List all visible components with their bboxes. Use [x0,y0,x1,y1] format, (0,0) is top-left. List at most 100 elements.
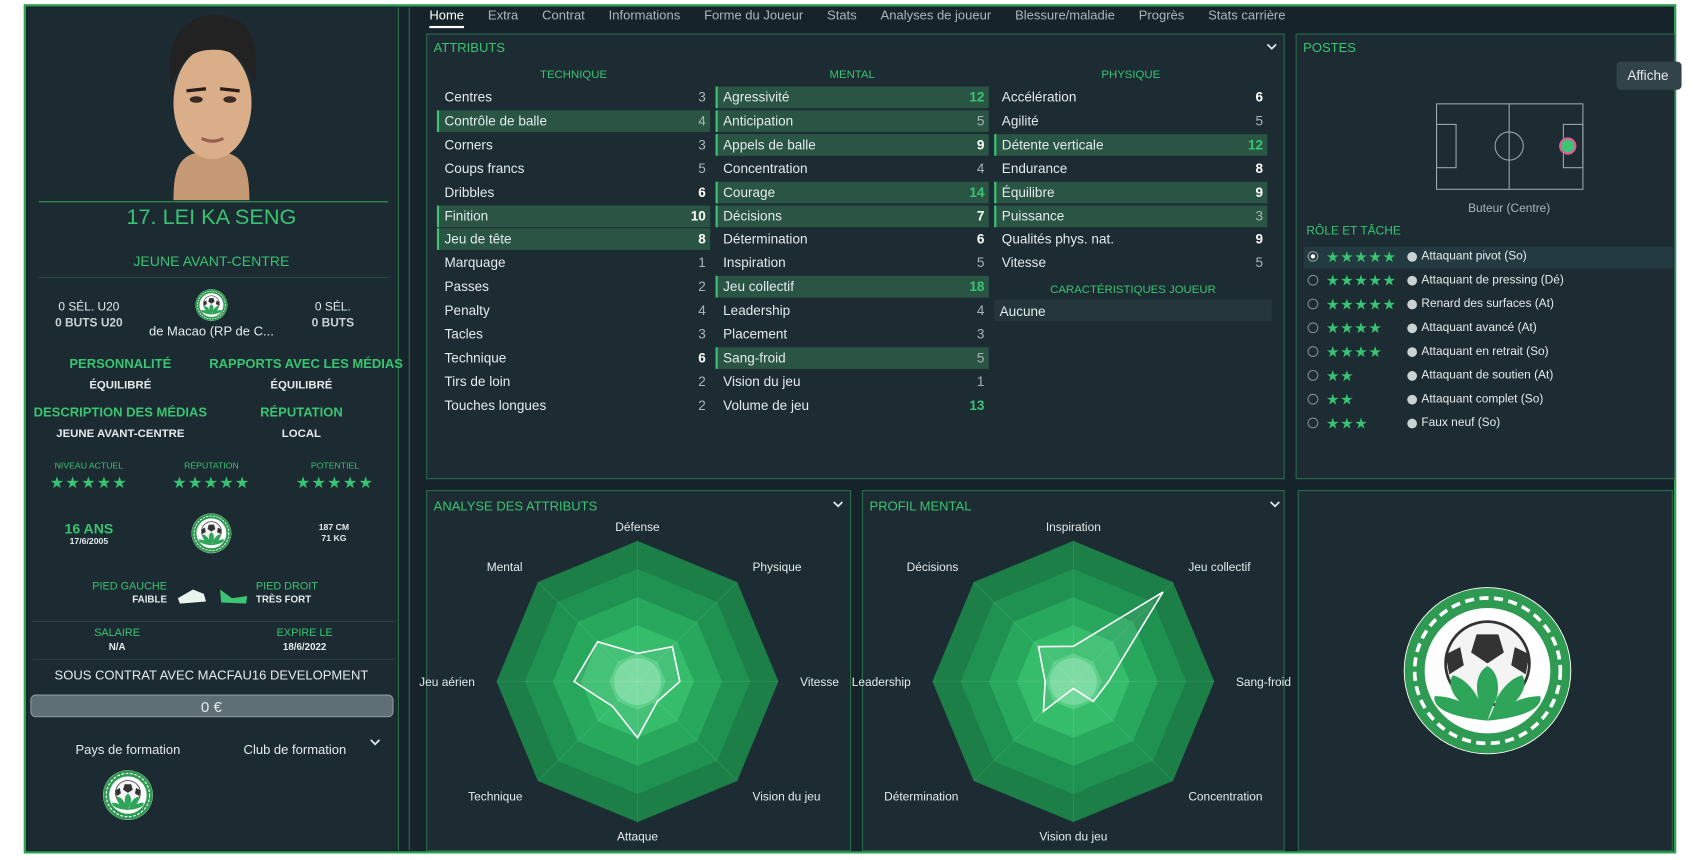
row-highlight [715,347,989,369]
button-label[interactable]: Affiche [1627,68,1669,84]
attribute-value: 6 [976,231,985,248]
attribute-name: Passes [444,279,489,295]
contract-label: SALAIRE [94,627,140,640]
role-name: Attaquant de pressing (Dé) [1421,273,1564,287]
role-name: Attaquant pivot (So) [1421,249,1527,263]
tab[interactable]: Extra [487,7,519,23]
show-button[interactable] [1616,61,1682,90]
role-name: Attaquant avancé (At) [1421,321,1537,335]
role-stars: ★★★★★ [1325,271,1397,289]
tab[interactable]: Blessure/maladie [1015,7,1115,23]
attribute-name: Puissance [1001,208,1065,224]
foot-label: PIED GAUCHE [92,580,167,593]
role-radio[interactable] [1307,322,1319,334]
row-highlight [715,276,989,298]
role-name: Attaquant en retrait (So) [1421,345,1549,359]
radar-label: Physique [752,560,801,574]
role-radio[interactable] [1307,298,1319,310]
tab[interactable]: Home [429,9,465,29]
attribute-name: Détermination [723,231,808,248]
role-radio[interactable] [1307,346,1319,357]
attribute-value: 4 [976,160,985,176]
role-radio[interactable] [1307,417,1319,429]
selected-role-bg [1304,246,1673,269]
tab[interactable]: Stats carrière [1208,7,1286,23]
attribute-name: Jeu collectif [723,279,794,295]
radar-center [1049,658,1097,705]
radar-label: Vitesse [800,675,839,689]
row-highlight [715,181,989,203]
rating-label: RÉPUTATION [184,460,239,471]
column-title: PHYSIQUE [1101,68,1161,82]
profile-value: LOCAL [281,427,322,441]
attribute-value: 4 [976,302,985,319]
attribute-name: Endurance [1001,160,1068,176]
separator [39,201,389,203]
attribute-name: Volume de jeu [723,397,810,413]
separator [39,276,389,279]
attribute-name: Détente verticale [1001,137,1104,153]
role-radio[interactable] [1307,274,1319,286]
attribute-value: 6 [698,184,706,200]
role-name: Attaquant de soutien (At) [1421,368,1554,382]
role-stars: ★★★★★ [1325,247,1397,266]
height: 187 CM [318,522,350,533]
attribute-value: 13 [969,397,985,413]
role-radio[interactable] [1307,393,1319,405]
role-stars: ★★ [1325,366,1355,385]
attribute-value: 12 [1247,137,1264,153]
attribute-name: Coups francs [444,160,525,176]
foot-label: PIED DROIT [255,580,318,593]
tab[interactable]: Progrès [1138,7,1185,23]
radar-label: Détermination [884,790,958,804]
profile-value: ÉQUILIBRÉ [270,378,333,392]
radar-label: Inspiration [1046,520,1101,534]
profile-label: PERSONNALITÉ [69,355,172,372]
role-name: Attaquant complet (So) [1421,392,1544,406]
attribute-name: Touches longues [444,397,547,413]
attribute-value: 3 [698,89,706,105]
radar-label: Vision du jeu [752,790,820,804]
rating-stars: ★★★★★ [172,473,251,493]
role-radio[interactable] [1307,369,1319,381]
attribute-value: 6 [1255,89,1264,105]
tab[interactable]: Analyses de joueur [880,7,992,23]
attribute-value: 3 [698,137,706,153]
training: Club de formation [243,742,347,758]
club-logo-small [191,513,231,553]
role-radio[interactable] [1307,250,1319,262]
radar-axis [537,681,638,782]
attribute-value: 10 [690,208,706,224]
rating-label: POTENTIEL [310,460,360,471]
divider [408,7,410,851]
attribute-value: 4 [698,113,706,129]
attribute-name: Corners [444,137,493,153]
tab[interactable]: Contrat [542,7,585,23]
radar-label: Concentration [1188,790,1262,804]
attribute-name: Centres [444,89,492,105]
tab[interactable]: Forme du Joueur [704,7,804,23]
tab[interactable]: Stats [827,7,857,23]
attribute-name: Agilité [1001,113,1039,129]
attribute-value: 8 [698,231,706,248]
roles-title: RÔLE ET TÂCHE [1306,225,1401,238]
attribute-name: Anticipation [723,113,794,129]
u20-goals: 0 BUTS U20 [55,316,123,330]
attribute-value: 9 [1255,231,1264,248]
radar-shape [572,640,681,740]
profile-value: ÉQUILIBRÉ [89,378,152,392]
attribute-name: Contrôle de balle [444,113,547,129]
nation-logo [194,287,229,323]
player-position: JEUNE AVANT-CENTRE [133,253,290,270]
attribute-value: 9 [1255,184,1264,200]
column-title: MENTAL [829,68,875,82]
training-logo [103,770,153,820]
tab[interactable]: Informations [608,7,681,23]
role-stars: ★★★★ [1325,342,1383,361]
role-name: Faux neuf (So) [1421,416,1501,430]
rating-stars: ★★★★★ [49,473,129,493]
contract-value: N/A [108,641,126,653]
radar-label: Sang-froid [1236,675,1291,689]
